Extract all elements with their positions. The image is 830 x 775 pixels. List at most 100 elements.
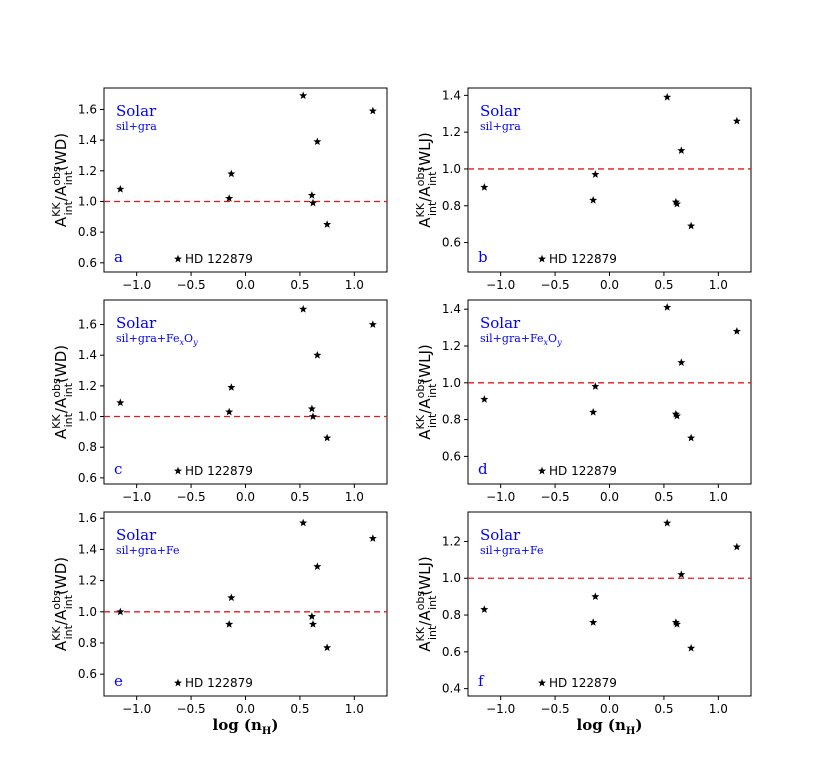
data-point-star — [368, 534, 377, 542]
data-point-star — [227, 383, 236, 391]
y-tick-label: 1.4 — [78, 133, 97, 147]
y-tick-label: 0.8 — [78, 440, 97, 454]
data-point-star — [368, 320, 377, 328]
y-tick-label: 0.6 — [78, 471, 97, 485]
x-tick-label: 0.5 — [654, 278, 673, 292]
y-axis-label: AKKint/Aobsint(WLJ) — [414, 132, 439, 228]
data-point-star — [227, 593, 236, 602]
panel-subtitle: sil+gra — [480, 120, 521, 133]
data-point-star — [677, 358, 686, 366]
legend-label: HD 122879 — [549, 676, 617, 690]
panel-subtitle: sil+gra+FexOy — [116, 332, 198, 347]
panel-subtitle: sil+gra+FexOy — [480, 332, 562, 347]
y-tick-label: 0.8 — [442, 199, 461, 213]
x-tick-label: 1.0 — [709, 278, 728, 292]
y-tick-label: 0.8 — [442, 413, 461, 427]
data-point-star — [672, 620, 681, 628]
data-point-star — [307, 191, 316, 199]
data-point-star — [480, 605, 489, 613]
x-tick-label: 0.5 — [654, 702, 673, 716]
panel-subtitle: sil+gra — [116, 120, 157, 133]
y-tick-label: 1.2 — [442, 125, 461, 139]
data-point-star — [677, 146, 686, 154]
data-point-star — [677, 570, 686, 578]
panel-title: Solar — [116, 102, 157, 120]
y-tick-label: 0.6 — [442, 236, 461, 250]
data-point-star — [225, 194, 234, 202]
data-point-star — [589, 618, 598, 626]
data-point-star — [227, 169, 236, 178]
panel-letter: d — [478, 460, 488, 478]
legend-star-icon — [174, 254, 182, 263]
y-tick-label: 1.6 — [78, 318, 97, 332]
y-axis-label: AKKint/Aobsint(WLJ) — [414, 344, 439, 440]
x-tick-label: −0.5 — [177, 278, 206, 292]
x-tick-label: −1.0 — [486, 702, 515, 716]
y-tick-label: 1.2 — [442, 534, 461, 548]
x-tick-label: 1.0 — [709, 490, 728, 504]
data-point-star — [589, 196, 598, 204]
y-axis-label: AKKint/Aobsint(WD) — [50, 133, 75, 227]
data-point-star — [323, 433, 332, 442]
panel-letter: f — [478, 672, 485, 690]
legend-label: HD 122879 — [549, 252, 617, 266]
y-tick-label: 1.0 — [78, 605, 97, 619]
y-axis-label: AKKint/Aobsint(WD) — [50, 345, 75, 439]
panel-title: Solar — [480, 526, 521, 544]
x-tick-label: 0.0 — [600, 702, 619, 716]
data-point-star — [323, 220, 332, 228]
data-point-star — [671, 409, 680, 418]
x-tick-label: −1.0 — [486, 490, 515, 504]
data-point-star — [732, 327, 741, 335]
y-tick-label: 1.2 — [78, 379, 97, 393]
x-tick-label: 0.5 — [290, 702, 309, 716]
y-tick-label: 1.4 — [442, 302, 461, 316]
y-axis-label: AKKint/Aobsint(WLJ) — [414, 556, 439, 652]
panel-subtitle: sil+gra+Fe — [480, 544, 544, 557]
legend-label: HD 122879 — [185, 676, 253, 690]
x-tick-label: 0.5 — [290, 490, 309, 504]
panel-title: Solar — [116, 314, 157, 332]
y-tick-label: 1.0 — [442, 376, 461, 390]
x-tick-label: 1.0 — [709, 702, 728, 716]
data-point-star — [663, 518, 672, 527]
data-point-star — [672, 199, 681, 208]
data-point-star — [116, 185, 125, 193]
x-axis-label: log (nH) — [577, 716, 643, 737]
data-point-star — [299, 305, 308, 313]
panel-title: Solar — [116, 526, 157, 544]
x-tick-label: 1.0 — [345, 278, 364, 292]
panel-c: −1.0 −0.5 0.0 0.5 1.0 0.6 0.8 1.0 1.2 1.4 1.6AKKin… — [50, 299, 388, 504]
x-tick-label: −0.5 — [541, 702, 570, 716]
x-tick-label: 0.0 — [236, 278, 255, 292]
data-point-star — [480, 183, 489, 191]
y-tick-label: 1.4 — [78, 348, 97, 362]
data-point-star — [591, 170, 600, 178]
data-point-star — [225, 407, 234, 416]
x-tick-label: −1.0 — [122, 278, 151, 292]
legend-label: HD 122879 — [185, 464, 253, 478]
data-point-star — [307, 612, 316, 620]
y-tick-label: 1.6 — [78, 511, 97, 525]
panel-e: −1.0 −0.5 0.0 0.5 1.0 0.6 0.8 1.0 1.2 1.4 1.6 AKKin… — [50, 511, 388, 737]
legend-star-icon — [538, 254, 546, 263]
data-point-star — [671, 197, 680, 206]
y-tick-label: 0.6 — [78, 667, 97, 681]
y-tick-label: 1.2 — [78, 164, 97, 178]
x-tick-label: 0.0 — [236, 702, 255, 716]
data-point-star — [368, 106, 377, 115]
panel-title: Solar — [480, 314, 521, 332]
x-tick-label: −0.5 — [541, 278, 570, 292]
y-tick-label: 0.8 — [78, 225, 97, 239]
data-point-star — [732, 542, 741, 551]
data-point-star — [687, 643, 696, 652]
legend-star-icon — [174, 678, 182, 687]
legend-star-icon — [174, 466, 182, 475]
x-tick-label: 1.0 — [345, 702, 364, 716]
data-point-star — [313, 351, 322, 359]
y-tick-label: 0.8 — [78, 636, 97, 650]
y-axis-label: AKKint/Aobsint(WD) — [50, 557, 75, 651]
data-point-star — [313, 137, 322, 146]
y-tick-label: 0.6 — [442, 449, 461, 463]
